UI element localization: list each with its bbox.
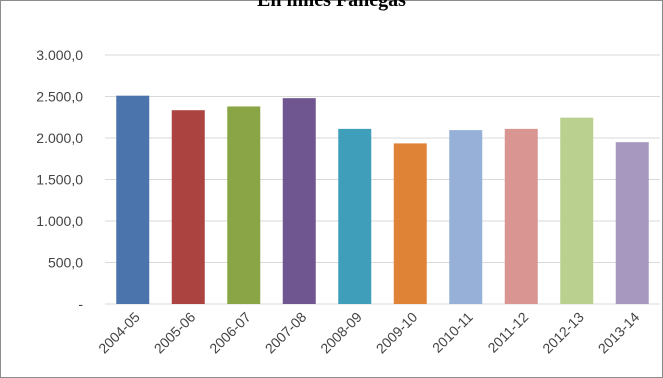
x-tick-label: 2013-14 xyxy=(595,309,643,357)
x-tick-label: 2006-07 xyxy=(206,309,254,357)
y-tick-label: 2.000,0 xyxy=(36,130,83,146)
x-tick-label: 2004-05 xyxy=(95,309,143,357)
x-tick-label: 2009-10 xyxy=(373,309,421,357)
x-tick-label: 2010-11 xyxy=(429,309,476,356)
x-tick-label: 2007-08 xyxy=(262,309,310,357)
y-tick-label: 3.000,0 xyxy=(36,47,83,63)
bar-2007-08 xyxy=(282,98,316,304)
bar-2010-11 xyxy=(449,130,483,304)
bar-2009-10 xyxy=(393,143,427,304)
y-tick-label: 500,0 xyxy=(48,255,83,271)
y-tick-label: - xyxy=(78,296,83,312)
bar-2008-09 xyxy=(338,128,372,304)
y-tick-label: 1.000,0 xyxy=(36,213,83,229)
bar-2012-13 xyxy=(560,117,594,304)
bar-2004-05 xyxy=(116,95,150,304)
x-tick-label: 2005-06 xyxy=(151,309,199,357)
y-tick-label: 1.500,0 xyxy=(36,172,83,188)
x-tick-label: 2012-13 xyxy=(539,309,587,357)
bar-2006-07 xyxy=(227,106,261,305)
bar-2011-12 xyxy=(504,128,538,304)
x-tick-label: 2011-12 xyxy=(484,309,531,356)
chart-title: En miles Fanegas xyxy=(257,0,406,11)
y-tick-label: 2.500,0 xyxy=(36,89,83,105)
bar-2013-14 xyxy=(615,142,649,304)
x-tick-label: 2008-09 xyxy=(317,309,365,357)
bar-2005-06 xyxy=(171,110,205,304)
